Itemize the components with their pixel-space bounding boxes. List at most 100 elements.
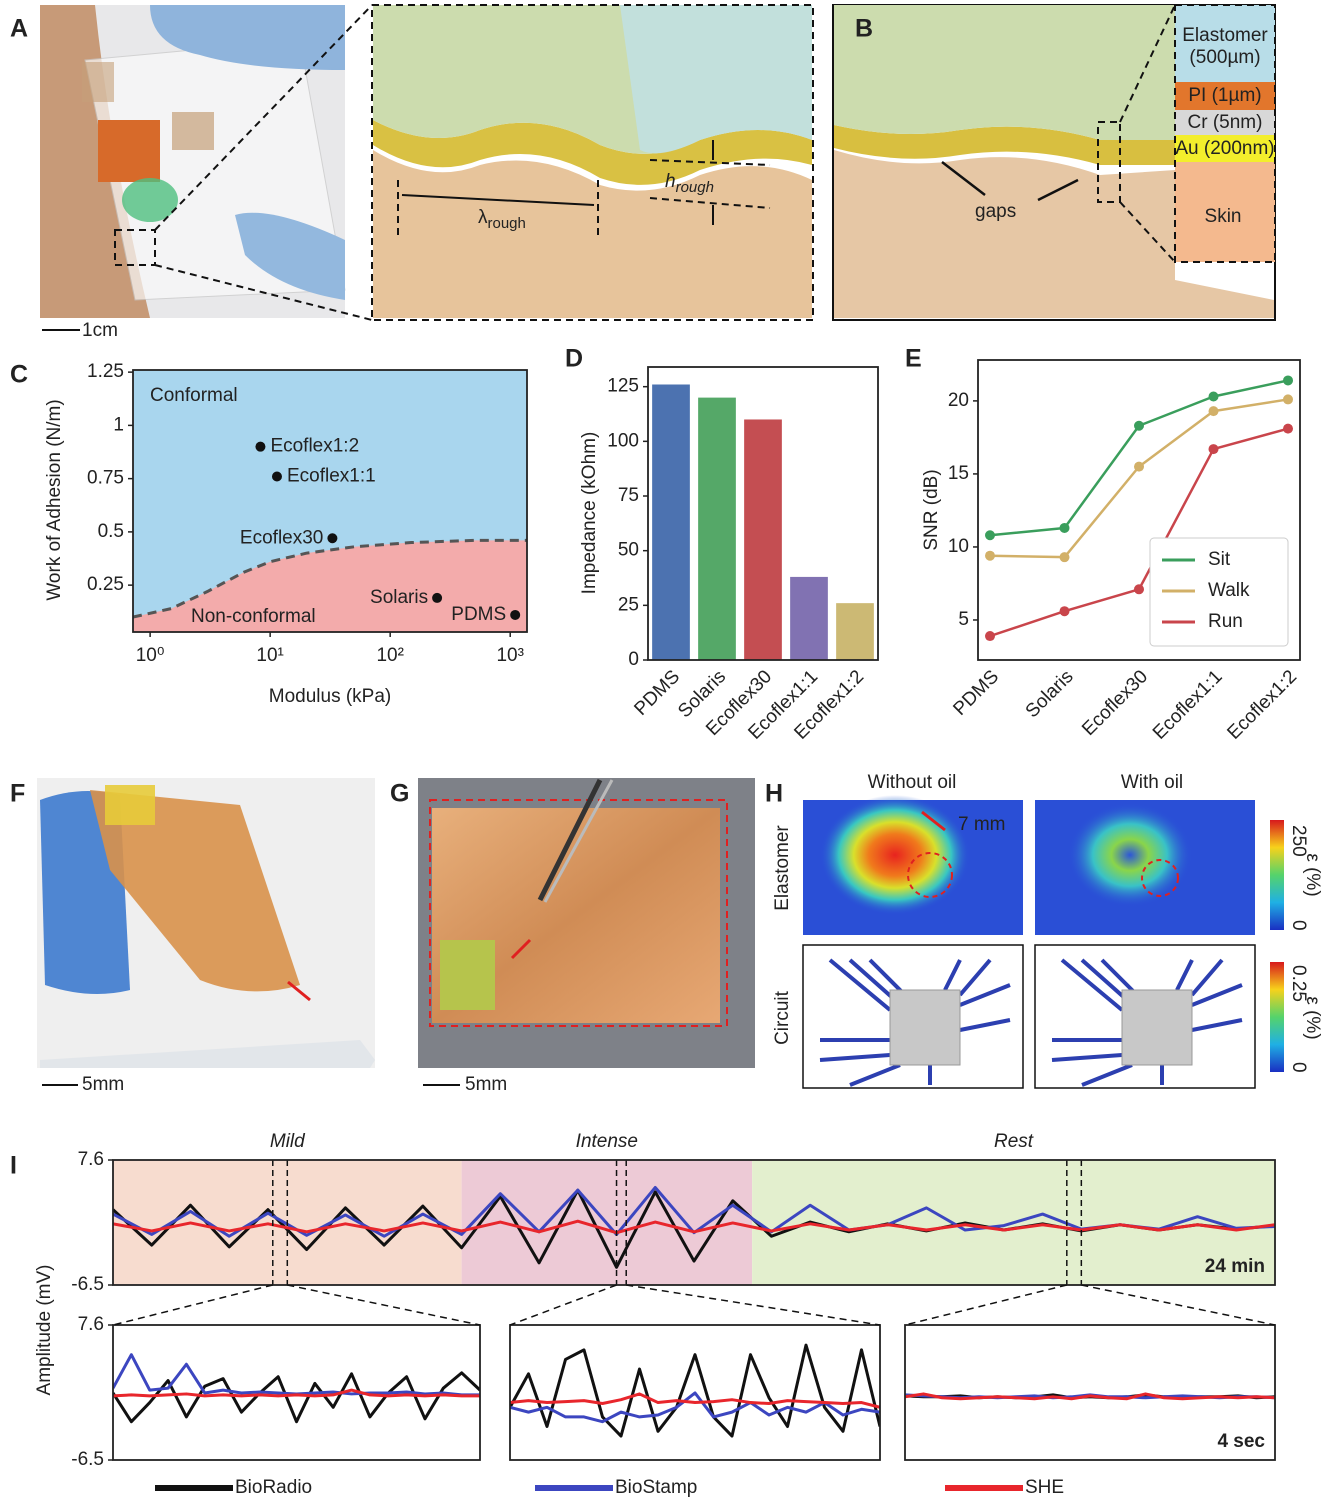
point	[1134, 462, 1144, 472]
plot-area	[133, 370, 527, 632]
y-tick-label: -6.5	[71, 1449, 104, 1470]
panel-label: C	[10, 361, 28, 389]
y-axis-label: Amplitude (mV)	[34, 1265, 55, 1396]
y-tick-label: 1.25	[87, 361, 124, 382]
column-title: Without oil	[868, 772, 957, 793]
point	[1060, 523, 1070, 533]
annotation: 24 min	[1205, 1256, 1265, 1277]
zoom-connector	[626, 1285, 880, 1325]
panel-b: Elastomer (500µm) PI (1µm) Cr (5nm) Au (…	[833, 5, 1275, 320]
panel-a-photo: 1cm A	[10, 5, 372, 341]
bar	[790, 577, 828, 660]
zoom-connector	[510, 1285, 617, 1325]
point	[1060, 552, 1070, 562]
y-tick-label: 0	[628, 649, 639, 670]
panel-f: 5mm F	[10, 778, 375, 1095]
row-label: Circuit	[772, 990, 793, 1045]
scale-label: 5mm	[465, 1074, 507, 1095]
circuit	[803, 945, 1255, 1088]
layer-label: Skin	[1205, 206, 1242, 227]
y-axis-label: Impedance (kOhm)	[579, 432, 600, 595]
chart	[510, 1325, 880, 1460]
legend-label: SHE	[1025, 1477, 1064, 1498]
point	[272, 472, 282, 482]
y-tick-label: 50	[618, 540, 639, 561]
y-tick-label: 1	[113, 414, 124, 435]
point	[1134, 584, 1144, 594]
colorbar-label: 0	[1288, 920, 1309, 931]
y-tick-label: 75	[618, 485, 639, 506]
symbol: h	[665, 171, 676, 192]
colorbar-label: 0	[1288, 1062, 1309, 1073]
zoom-connector	[1081, 1285, 1275, 1325]
panel-label: F	[10, 780, 25, 808]
x-tick-label: 10²	[376, 645, 403, 666]
point	[1283, 424, 1293, 434]
y-tick-label: 7.6	[78, 1149, 104, 1170]
chart: 0255075100125PDMSSolarisEcoflex30Ecoflex…	[565, 345, 878, 744]
annotation: 4 sec	[1217, 1431, 1265, 1452]
zoom-connector	[287, 1285, 480, 1325]
panel-h: H Without oil With oil Elastomer Circuit…	[765, 772, 1323, 1088]
y-tick-label: 125	[607, 376, 639, 397]
panel-a-zoom: λrough hrough	[372, 5, 813, 320]
colorbar-unit: ε (%)	[1302, 853, 1323, 896]
y-tick-label: -6.5	[71, 1274, 104, 1295]
panel-label: D	[565, 345, 583, 373]
gaps-label: gaps	[975, 201, 1016, 222]
zoom-connector	[905, 1285, 1067, 1325]
x-tick-label: 10⁰	[136, 645, 165, 666]
figure: 1cm A λrough hrough Elastomer (500µm) PI…	[0, 0, 1325, 1500]
point	[985, 530, 995, 540]
region-label: Conformal	[150, 385, 238, 406]
y-tick-label: 100	[607, 430, 639, 451]
x-tick-label: Ecoflex1:2	[1223, 666, 1301, 744]
legend-label: Walk	[1208, 580, 1250, 601]
region-label: Non-conformal	[191, 606, 316, 627]
legend-label: BioStamp	[615, 1477, 697, 1498]
y-tick-label: 20	[948, 390, 969, 411]
x-tick-label: PDMS	[949, 666, 1003, 720]
scale-label: 5mm	[82, 1074, 124, 1095]
y-tick-label: 0.5	[98, 521, 124, 542]
legend-label: Sit	[1208, 549, 1231, 570]
band-label: Intense	[576, 1131, 638, 1152]
layer-label: Elastomer	[1182, 25, 1268, 46]
panel-label: H	[765, 780, 783, 808]
x-tick-label: Ecoflex30	[1078, 666, 1152, 740]
point	[255, 442, 265, 452]
point	[327, 533, 337, 543]
point-label: PDMS	[451, 604, 506, 625]
point	[1283, 394, 1293, 404]
y-axis-label: Work of Adhesion (N/m)	[44, 399, 65, 600]
x-tick-label: PDMS	[630, 666, 684, 720]
panel-label: A	[10, 15, 28, 43]
legend-label: Run	[1208, 611, 1243, 632]
y-tick-label: 0.75	[87, 468, 124, 489]
point	[1060, 606, 1070, 616]
x-tick-label: 10³	[496, 645, 523, 666]
point	[1283, 375, 1293, 385]
zoom-connector	[113, 1285, 273, 1325]
point	[1134, 421, 1144, 431]
point	[985, 631, 995, 641]
chart: 7.6 -6.5	[71, 1314, 480, 1470]
x-tick-label: Ecoflex1:1	[1149, 666, 1227, 744]
y-tick-label: 5	[958, 609, 969, 630]
colorbar-unit: ε (%)	[1302, 996, 1323, 1039]
point-label: Ecoflex30	[240, 527, 323, 548]
bar	[836, 603, 874, 660]
layer-label: (500µm)	[1189, 47, 1260, 68]
y-tick-label: 15	[948, 463, 969, 484]
y-tick-label: 7.6	[78, 1314, 104, 1335]
point	[1209, 392, 1219, 402]
y-tick-label: 0.25	[87, 574, 124, 595]
x-tick-label: 10¹	[256, 645, 283, 666]
arrow-label: 7 mm	[958, 814, 1006, 835]
y-tick-label: 25	[618, 594, 639, 615]
point	[510, 610, 520, 620]
panel-g: 5mm G	[390, 778, 755, 1095]
point-label: Ecoflex1:2	[270, 436, 359, 457]
chart: 4 sec	[905, 1325, 1275, 1460]
